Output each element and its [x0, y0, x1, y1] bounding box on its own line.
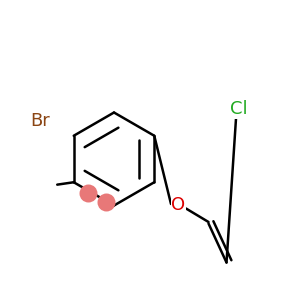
Circle shape: [98, 194, 116, 211]
Circle shape: [80, 184, 98, 202]
Text: O: O: [171, 196, 186, 214]
Text: Br: Br: [30, 112, 50, 130]
Text: Cl: Cl: [230, 100, 247, 118]
